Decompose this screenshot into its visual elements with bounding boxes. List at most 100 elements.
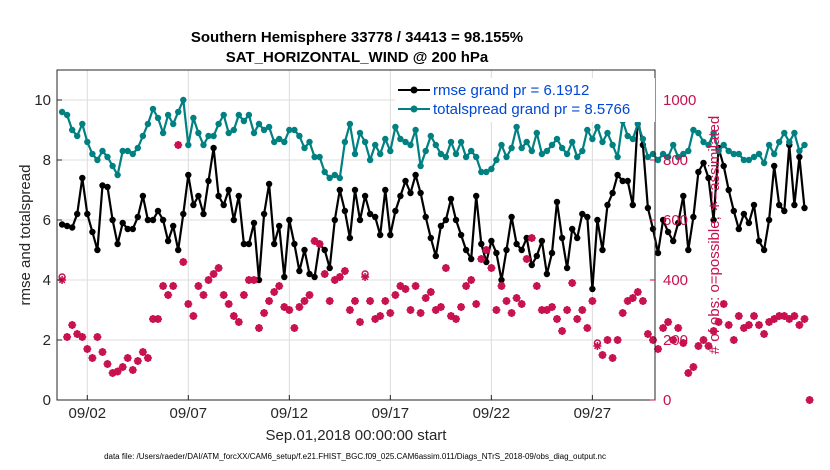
asterisk-stroke <box>796 321 803 329</box>
obs-assimilated-marker <box>694 342 703 350</box>
series-point-1 <box>786 138 793 146</box>
asterisk-stroke <box>634 288 642 296</box>
asterisk-stroke <box>275 282 283 290</box>
asterisk-stroke <box>730 336 738 344</box>
y2-axis-label: # of obs: o=possible; ∗=assimilated <box>706 116 723 355</box>
obs-assimilated-marker <box>633 288 642 296</box>
obs-assimilated-marker <box>149 315 157 323</box>
asterisk-stroke <box>594 342 601 350</box>
asterisk-stroke <box>58 276 66 284</box>
series-point-0 <box>134 213 141 221</box>
series-point-0 <box>377 231 384 239</box>
series-point-0 <box>513 240 520 248</box>
series-point-1 <box>791 129 798 137</box>
series-point-1 <box>245 111 253 119</box>
asterisk-stroke <box>326 297 334 305</box>
asterisk-stroke <box>200 291 207 299</box>
obs-assimilated-marker <box>739 324 748 332</box>
obs-assimilated-marker <box>709 327 718 335</box>
obs-assimilated-marker <box>320 270 329 278</box>
series-point-0 <box>452 216 460 224</box>
asterisk-stroke <box>442 264 450 272</box>
obs-assimilated-marker <box>502 297 511 305</box>
asterisk-stroke <box>190 312 197 320</box>
y2-tick-label: 800 <box>663 152 688 169</box>
asterisk-stroke <box>341 267 349 275</box>
plot-area <box>57 70 655 400</box>
asterisk-stroke <box>452 315 460 323</box>
series-point-1 <box>417 162 424 170</box>
asterisk-stroke <box>801 315 808 323</box>
obs-assimilated-marker <box>340 267 349 275</box>
series-point-0 <box>569 225 576 233</box>
series-point-0 <box>624 177 631 185</box>
series-point-1 <box>553 135 561 143</box>
asterisk-stroke <box>770 315 778 323</box>
series-point-1 <box>84 138 91 146</box>
series-point-0 <box>190 201 197 209</box>
obs-assimilated-marker <box>659 324 668 332</box>
obs-assimilated-marker <box>159 282 168 290</box>
asterisk-stroke <box>346 306 354 314</box>
asterisk-stroke <box>215 264 222 272</box>
obs-assimilated-marker <box>729 336 738 344</box>
series-point-0 <box>372 213 379 221</box>
series-point-1 <box>654 156 662 164</box>
series-point-1 <box>346 120 354 128</box>
obs-assimilated-marker <box>194 282 203 290</box>
series-point-1 <box>291 126 298 134</box>
series-point-0 <box>745 219 753 227</box>
asterisk-stroke <box>331 276 339 284</box>
series-point-1 <box>508 144 515 152</box>
obs-assimilated-marker <box>219 291 228 299</box>
series-point-0 <box>523 234 530 242</box>
asterisk-stroke <box>477 255 485 263</box>
asterisk-stroke <box>68 321 76 329</box>
obs-assimilated-marker <box>704 342 713 350</box>
series-point-0 <box>700 159 707 167</box>
asterisk-stroke <box>392 291 399 299</box>
obs-assimilated-marker <box>583 324 592 332</box>
series-point-0 <box>200 210 207 218</box>
series-point-0 <box>361 192 369 200</box>
series-point-0 <box>276 222 283 230</box>
series-point-0 <box>79 174 86 182</box>
asterisk-stroke <box>624 297 632 305</box>
asterisk-stroke <box>755 321 763 329</box>
series-point-1 <box>205 132 212 140</box>
y-tick-label: 4 <box>43 272 51 289</box>
series-point-1 <box>437 150 445 158</box>
series-point-1 <box>457 138 465 146</box>
plot-frame <box>56 69 656 401</box>
series-point-1 <box>109 162 116 170</box>
series-point-1 <box>685 147 692 155</box>
asterisk-stroke <box>83 345 91 353</box>
obs-assimilated-marker <box>411 282 420 290</box>
obs-assimilated-marker <box>381 297 390 305</box>
series-point-0 <box>765 216 773 224</box>
y2-tick-label: 200 <box>663 332 688 349</box>
obs-assimilated-marker <box>795 321 804 329</box>
series-point-0 <box>417 189 424 197</box>
series-point-0 <box>740 210 748 218</box>
series-point-0 <box>533 252 540 260</box>
y-tick-label: 0 <box>43 392 51 409</box>
asterisk-stroke <box>366 297 374 305</box>
obs-assimilated-marker <box>548 303 556 311</box>
series-point-0 <box>609 189 616 197</box>
asterisk-stroke <box>720 300 728 308</box>
obs-assimilated-marker <box>790 312 799 320</box>
asterisk-stroke <box>740 324 748 332</box>
y2-tick-label: 400 <box>663 272 688 289</box>
series-point-1 <box>710 129 717 137</box>
series-point-1 <box>286 126 293 134</box>
asterisk-stroke <box>659 324 667 332</box>
series-point-1 <box>513 123 520 131</box>
obs-assimilated-marker <box>679 339 688 347</box>
series-point-1 <box>170 120 177 128</box>
asterisk-stroke <box>311 237 318 245</box>
series-point-1 <box>200 141 207 149</box>
asterisk-stroke <box>684 369 692 377</box>
obs-assimilated-marker <box>154 315 162 323</box>
series-point-0 <box>154 207 162 215</box>
